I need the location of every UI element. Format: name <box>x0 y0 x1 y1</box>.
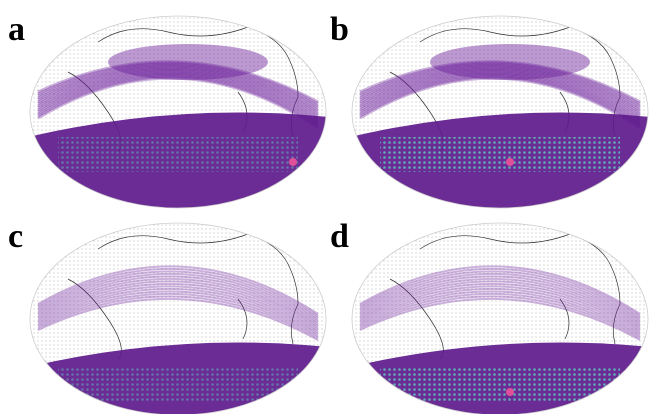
panel-label: d <box>330 218 349 255</box>
high-value-cells <box>58 367 298 402</box>
hotspot <box>289 158 297 166</box>
high-value-cells <box>58 137 298 172</box>
figure: a b c d <box>0 0 655 414</box>
hotspot <box>289 388 297 396</box>
map-panel: b <box>330 11 650 212</box>
high-value-cells <box>380 367 620 402</box>
panel-label: c <box>8 218 23 255</box>
map-panel: a <box>8 11 328 212</box>
trajectory-cluster <box>108 44 268 80</box>
map-content <box>350 16 650 212</box>
hotspot <box>506 388 514 396</box>
map-panel: c <box>8 218 328 414</box>
panel-label: b <box>330 11 349 48</box>
panel-label: a <box>8 11 25 48</box>
trajectory-cluster <box>430 44 590 80</box>
hotspot <box>506 158 514 166</box>
map-panel: d <box>330 218 650 414</box>
high-value-cells <box>380 137 620 172</box>
map-content <box>28 16 328 212</box>
